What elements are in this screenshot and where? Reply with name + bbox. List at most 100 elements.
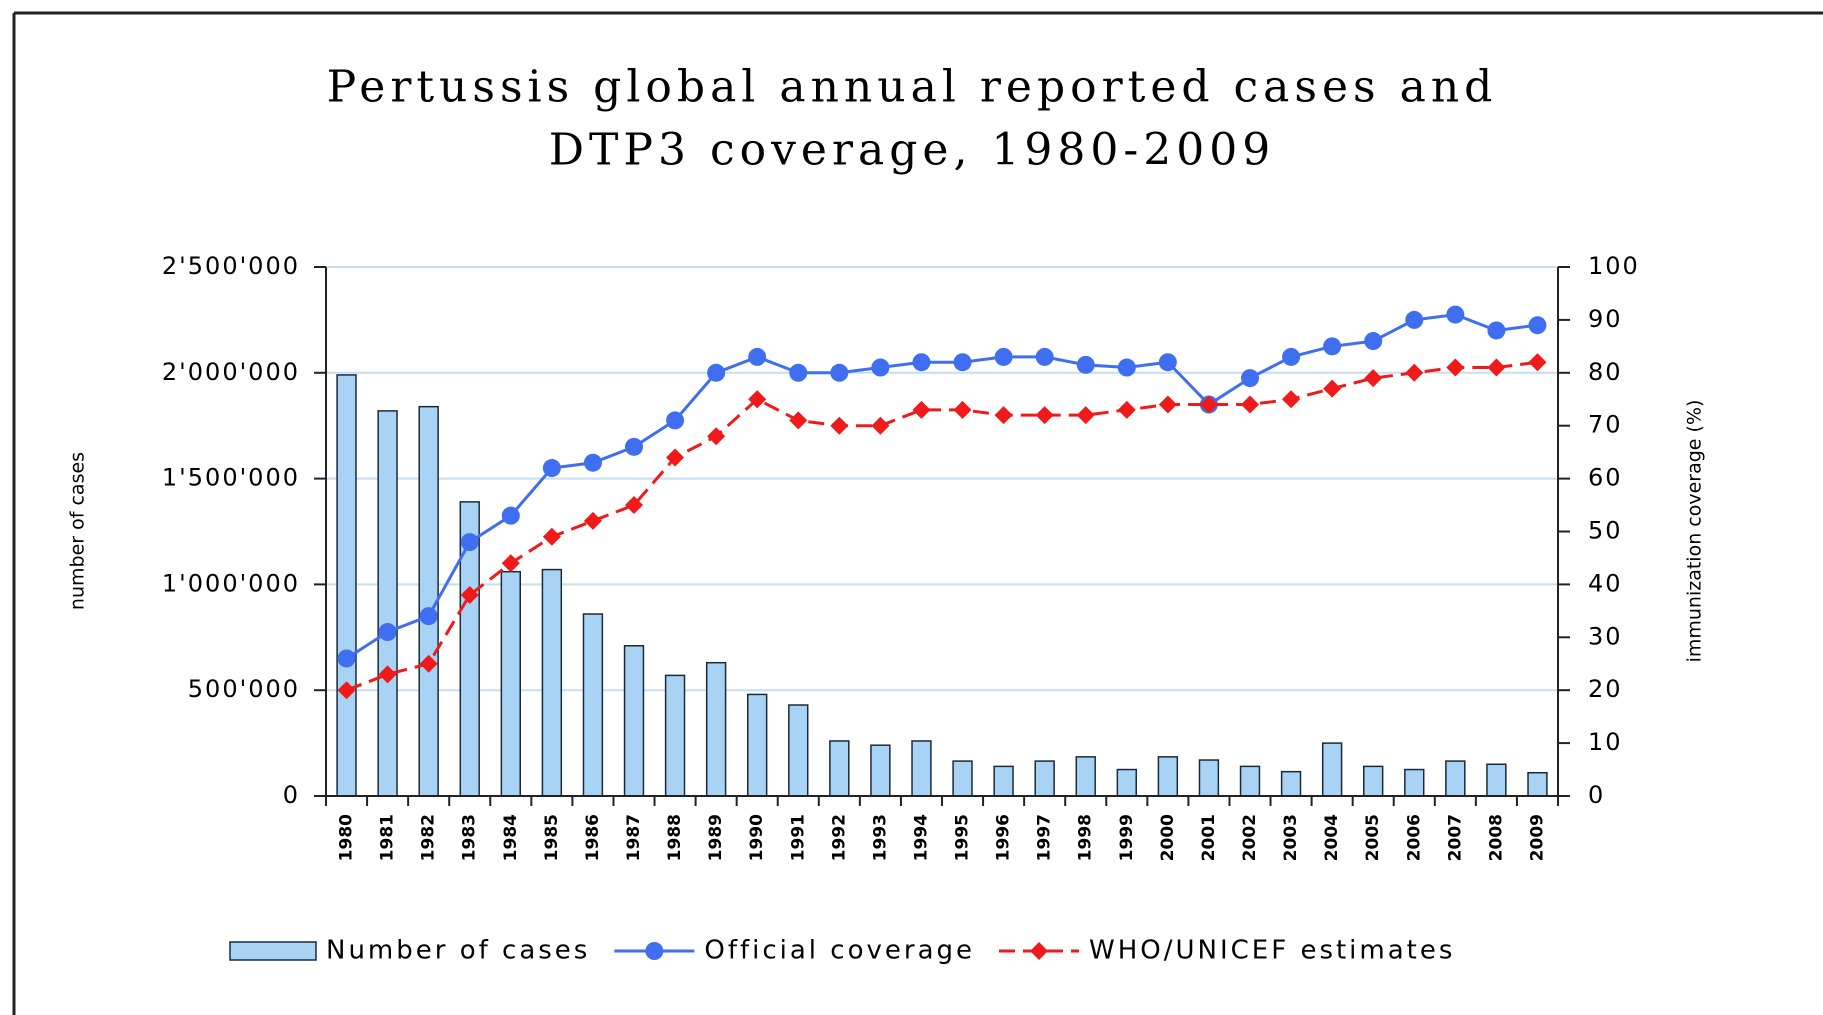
x-tick-label: 1989 xyxy=(706,814,726,861)
point xyxy=(419,607,438,626)
bar xyxy=(664,674,686,797)
x-tick-label: 1997 xyxy=(1035,814,1055,861)
y2-tick-label: 30 xyxy=(1588,622,1623,650)
bar xyxy=(1116,768,1137,797)
y-tick-label: 1'500'000 xyxy=(162,464,300,492)
x-tick-label: 1988 xyxy=(665,814,685,861)
point xyxy=(1241,369,1259,388)
point xyxy=(1446,305,1465,324)
point xyxy=(337,649,356,668)
x-tick-label: 2002 xyxy=(1240,814,1260,861)
x-tick-label: 1995 xyxy=(953,814,973,861)
point xyxy=(501,554,520,573)
point xyxy=(542,459,561,478)
point xyxy=(666,448,685,467)
point xyxy=(1364,332,1383,351)
point xyxy=(378,623,397,642)
point xyxy=(707,363,726,382)
y2-tick-label: 70 xyxy=(1588,411,1623,439)
point xyxy=(1117,400,1136,419)
x-tick-label: 1998 xyxy=(1076,814,1096,861)
y-tick-label: 1'000'000 xyxy=(162,569,300,597)
point xyxy=(1487,358,1506,377)
point xyxy=(1282,390,1301,409)
x-tick-label: 1987 xyxy=(624,814,644,861)
point xyxy=(830,363,849,382)
point xyxy=(707,427,726,446)
point xyxy=(1117,358,1136,377)
bar xyxy=(1486,763,1507,797)
x-tick-label: 1991 xyxy=(788,814,808,861)
bar xyxy=(1034,760,1055,797)
point xyxy=(625,496,643,515)
point xyxy=(1487,321,1506,340)
point xyxy=(1158,395,1177,414)
point xyxy=(460,585,479,604)
line xyxy=(345,313,1538,660)
chart-title-line: DTP3 coverage, 1980-2009 xyxy=(549,125,1276,176)
point xyxy=(1528,316,1547,335)
y-axis-label: number of cases xyxy=(67,452,89,610)
y2-tick-label: 50 xyxy=(1588,517,1623,545)
y2-tick-label: 60 xyxy=(1588,464,1623,492)
point xyxy=(1405,363,1424,382)
x-tick-label: 1982 xyxy=(419,814,439,861)
x-tick-label: 2006 xyxy=(1404,814,1424,861)
point xyxy=(1323,379,1342,398)
point xyxy=(625,437,643,456)
bar xyxy=(541,568,563,797)
bar xyxy=(377,410,398,797)
x-tick-label: 2000 xyxy=(1158,814,1178,861)
point xyxy=(871,358,890,377)
point xyxy=(830,416,849,435)
point xyxy=(666,411,685,430)
x-tick-label: 1999 xyxy=(1117,814,1137,861)
point xyxy=(583,453,602,472)
point xyxy=(337,681,356,700)
x-tick-label: 2004 xyxy=(1322,814,1342,861)
y2-tick-label: 20 xyxy=(1588,675,1623,703)
point xyxy=(1282,347,1301,366)
y2-tick-label: 90 xyxy=(1588,305,1623,333)
point xyxy=(953,353,972,372)
point xyxy=(1364,369,1383,388)
bar xyxy=(829,740,850,797)
point xyxy=(912,400,931,419)
x-tick-label: 2009 xyxy=(1527,814,1547,861)
point xyxy=(789,411,808,430)
x-tick-label: 1992 xyxy=(829,814,849,861)
point xyxy=(994,347,1013,366)
bar xyxy=(1527,771,1548,797)
x-tick-label: 1984 xyxy=(501,814,521,861)
point xyxy=(1076,406,1095,425)
bar xyxy=(911,740,932,797)
point xyxy=(1528,353,1547,372)
x-tick-label: 2003 xyxy=(1281,814,1301,861)
legend-marker xyxy=(1030,942,1049,960)
point xyxy=(1035,347,1054,366)
bar xyxy=(747,693,768,797)
x-tick-label: 1996 xyxy=(994,814,1014,861)
bar xyxy=(1404,768,1425,797)
point xyxy=(994,406,1013,425)
bar xyxy=(705,661,727,797)
point xyxy=(1076,355,1095,374)
x-tick-label: 1983 xyxy=(460,814,480,861)
point xyxy=(953,400,972,419)
legend-label: Official coverage xyxy=(704,936,975,966)
legend-swatch xyxy=(229,941,317,961)
point xyxy=(501,506,520,525)
point xyxy=(1446,358,1465,377)
y2-tick-label: 10 xyxy=(1588,728,1623,756)
x-tick-label: 2005 xyxy=(1363,814,1383,861)
y2-tick-label: 80 xyxy=(1588,358,1623,386)
bar xyxy=(993,765,1014,797)
point xyxy=(419,654,438,673)
x-tick-label: 1993 xyxy=(870,814,890,861)
y2-tick-label: 40 xyxy=(1588,569,1623,597)
x-tick-label: 2007 xyxy=(1445,814,1465,861)
bar xyxy=(1445,760,1466,797)
point xyxy=(583,511,602,530)
point xyxy=(1158,353,1177,372)
point xyxy=(378,665,397,684)
